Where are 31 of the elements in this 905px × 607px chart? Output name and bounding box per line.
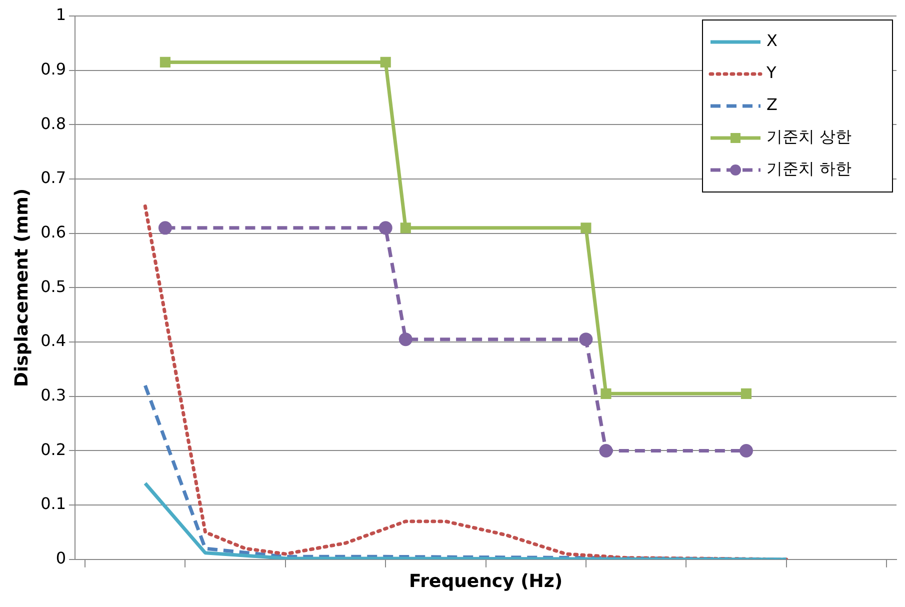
point bbox=[600, 388, 612, 399]
y-tick-label: 0.8 bbox=[40, 114, 66, 133]
y-tick-label: 0.4 bbox=[40, 331, 66, 350]
y-tick-label: 0.5 bbox=[40, 276, 66, 296]
point bbox=[740, 388, 752, 399]
point bbox=[160, 56, 170, 68]
legend-label: 기준치 상한 bbox=[766, 127, 852, 146]
x-axis-title: Frequency (Hz) bbox=[408, 570, 563, 592]
point bbox=[580, 222, 592, 234]
legend-label: X bbox=[766, 31, 778, 50]
point bbox=[378, 221, 392, 235]
legend-label: 기준치 하한 bbox=[766, 159, 852, 178]
point bbox=[739, 444, 753, 458]
point bbox=[380, 56, 391, 68]
y-tick-label: 0.1 bbox=[40, 494, 66, 514]
y-axis-title: Displacement (mm) bbox=[11, 188, 32, 387]
point bbox=[158, 221, 172, 235]
y-tick-label: 1 bbox=[56, 5, 66, 24]
point bbox=[400, 222, 411, 234]
point bbox=[398, 332, 412, 346]
y-tick-label: 0.2 bbox=[40, 440, 66, 459]
legend-label: Y bbox=[766, 63, 776, 82]
y-tick-label: 0.6 bbox=[40, 222, 66, 242]
y-tick-label: 0.7 bbox=[40, 168, 66, 188]
legend-label: Z bbox=[766, 95, 778, 114]
line-series bbox=[143, 204, 788, 560]
point bbox=[599, 444, 613, 458]
y-tick-label: 0 bbox=[56, 548, 66, 568]
point bbox=[579, 332, 593, 346]
y-tick-label: 0.9 bbox=[40, 59, 66, 78]
y-tick-label: 0.3 bbox=[40, 386, 66, 405]
